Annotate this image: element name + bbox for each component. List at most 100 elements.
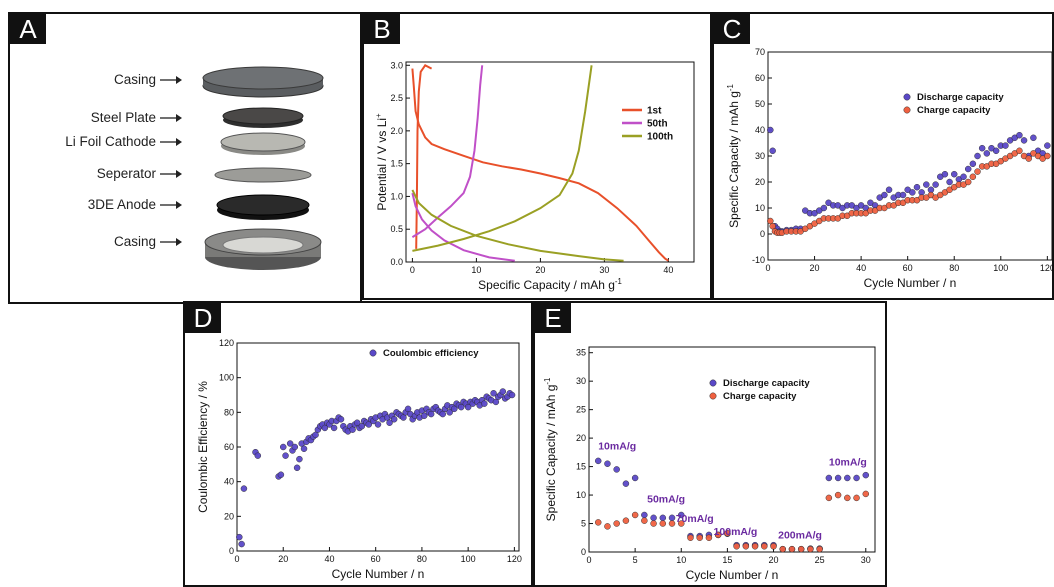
y-tick-label: 20: [224, 511, 234, 521]
data-point: [254, 452, 262, 459]
data-point: [714, 531, 722, 539]
data-point: [687, 534, 694, 542]
data-point: [279, 443, 287, 451]
panel-b: 0 10 20 30 40 0.0 0.5 1.0 1.5 2.0 2.5 3.0 Specific C…: [362, 12, 712, 300]
data-point: [604, 523, 611, 530]
legend-marker: [903, 106, 911, 114]
data-point: [885, 186, 893, 194]
casing-bottom-label: Casing: [114, 234, 156, 249]
plot-frame: [236, 342, 520, 552]
x-tick-label: 20: [769, 555, 779, 565]
data-point: [678, 511, 685, 519]
legend-marker: [903, 93, 911, 101]
data-point: [950, 170, 958, 178]
data-point: [374, 421, 382, 428]
anode: [216, 194, 310, 216]
data-point: [932, 181, 939, 188]
casing-top: [202, 66, 324, 90]
panel-c: 0 20 40 60 80 100 120 -10 0 10 20 30 40 50 60 70 Cycle N…: [712, 12, 1054, 300]
x-axis-label: Cycle Number / n: [864, 276, 957, 290]
data-point: [844, 494, 851, 502]
x-tick-label: 40: [663, 265, 673, 275]
separator: [214, 167, 312, 183]
data-point: [594, 457, 602, 465]
panel-label-a: A: [10, 14, 46, 44]
data-point: [751, 543, 759, 550]
data-point: [613, 520, 620, 527]
data-point: [816, 545, 823, 553]
data-point: [992, 147, 1000, 155]
rate-annotation: 10mA/g: [829, 456, 867, 468]
data-point: [825, 474, 833, 482]
data-point: [481, 400, 488, 407]
y-tick-label: 60: [224, 442, 234, 452]
y-tick-label: 80: [224, 407, 234, 417]
data-point: [881, 191, 888, 199]
data-point: [499, 388, 507, 395]
data-point: [797, 545, 805, 553]
data-point: [1025, 155, 1032, 162]
li-foil-cathode-label: Li Foil Cathode: [65, 134, 156, 149]
y-tick-label: 30: [576, 376, 586, 386]
arrow-head: [176, 201, 182, 209]
data-point: [659, 520, 667, 527]
data-point: [594, 519, 602, 526]
data-point: [969, 173, 977, 181]
legend-label: 100th: [647, 132, 673, 143]
y-tick-label: 1.5: [390, 159, 403, 169]
series-line: [415, 64, 433, 249]
y-tick-label: 25: [576, 405, 586, 415]
arrow-head: [176, 138, 182, 146]
coin-cell-diagram: Casing Steel Plate Li Foil Cathode Seperato…: [65, 66, 324, 270]
x-tick-label: 30: [861, 555, 871, 565]
y-tick-label: 0: [581, 547, 586, 557]
data-point: [834, 474, 842, 482]
data-point: [733, 543, 740, 550]
data-point: [291, 443, 299, 451]
data-point: [1002, 142, 1009, 149]
data-point: [286, 440, 294, 447]
arrow-head: [176, 170, 182, 178]
x-tick-label: 20: [278, 554, 288, 564]
data-point: [853, 474, 860, 482]
y-tick-label: 40: [755, 125, 765, 135]
y-axis-label: Coulombic Efficiency / %: [196, 381, 210, 513]
data-point: [770, 543, 777, 550]
y-tick-label: 35: [576, 348, 586, 358]
arrow-head: [176, 114, 182, 122]
anode-label: 3DE Anode: [88, 197, 156, 212]
series-line: [412, 65, 593, 252]
data-point: [668, 514, 676, 522]
data-point: [705, 534, 713, 542]
data-point: [862, 471, 870, 479]
y-tick-label: -10: [752, 255, 765, 265]
y-tick-label: 0: [229, 546, 234, 556]
y-tick-label: 120: [219, 338, 234, 348]
legend-marker: [709, 392, 717, 400]
data-point: [946, 178, 953, 186]
data-point: [742, 543, 750, 550]
y-tick-label: 70: [755, 47, 765, 57]
data-point: [508, 391, 516, 399]
data-point: [769, 147, 776, 155]
y-tick-label: 40: [224, 477, 234, 487]
data-point: [964, 178, 972, 186]
data-point: [974, 152, 981, 160]
x-tick-label: 0: [234, 554, 239, 564]
data-point: [761, 543, 768, 550]
x-axis-label: Specific Capacity / mAh g-1: [478, 277, 622, 292]
data-point: [1016, 147, 1023, 155]
plot-frame: [405, 61, 695, 263]
x-tick-label: 20: [810, 263, 820, 273]
arrow-head: [176, 238, 182, 246]
series-line: [411, 65, 484, 238]
x-tick-label: 60: [903, 263, 913, 273]
data-point: [779, 545, 786, 553]
chart-d: 0 20 40 60 80 100 120 0 20 40 60 80 100 120 Cycle Numb…: [196, 338, 522, 581]
panel-label-d: D: [185, 303, 221, 333]
y-tick-label: 10: [755, 203, 765, 213]
steel-plate: [222, 107, 304, 125]
li-foil-cathode: [220, 132, 306, 152]
y-axis-label: Specific Capacity / mAh g-1: [726, 84, 741, 228]
